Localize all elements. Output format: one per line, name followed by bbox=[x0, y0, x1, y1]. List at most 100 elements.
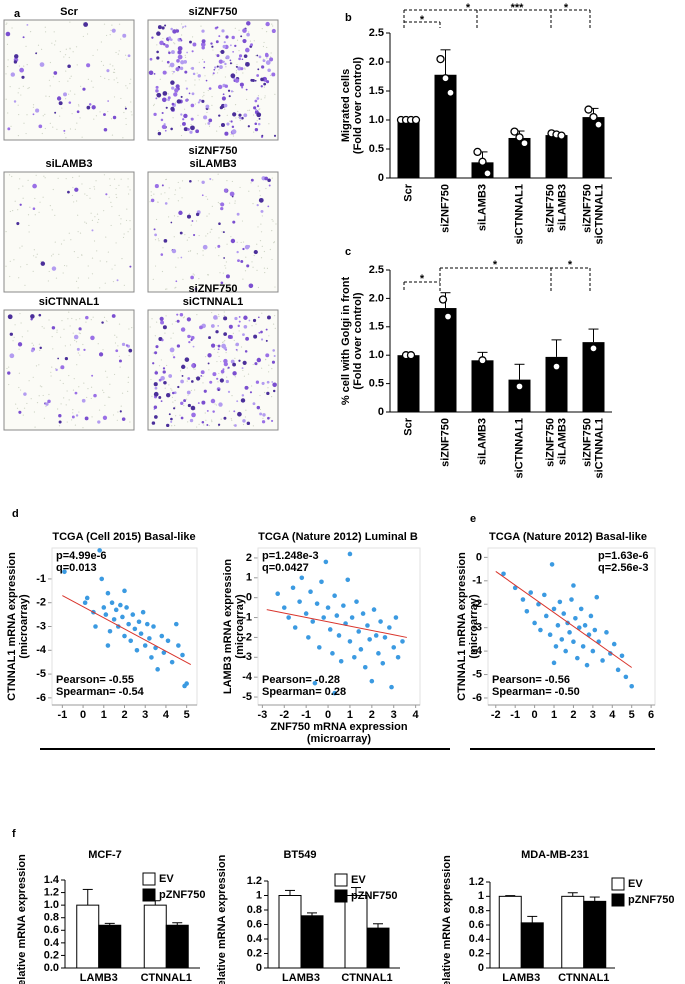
stained-cell bbox=[255, 108, 258, 112]
stained-cell bbox=[158, 396, 162, 399]
membrane-pore bbox=[272, 220, 274, 222]
membrane-pore bbox=[77, 277, 80, 279]
scatter-point bbox=[543, 613, 549, 619]
x-tick-label: 0 bbox=[532, 709, 538, 721]
bar bbox=[582, 342, 605, 412]
scatter-point bbox=[297, 599, 302, 604]
stained-cell bbox=[223, 257, 226, 259]
membrane-pore bbox=[75, 319, 77, 321]
y-tick-label: 0.6 bbox=[44, 924, 59, 936]
membrane-pore bbox=[127, 376, 129, 378]
membrane-pore bbox=[271, 218, 273, 221]
membrane-pore bbox=[226, 243, 228, 245]
y-tick-label: 0 bbox=[378, 406, 384, 418]
membrane-pore bbox=[108, 196, 110, 198]
y-tick-label: 0.2 bbox=[44, 949, 59, 961]
y-tick-label: 1 bbox=[246, 572, 252, 584]
membrane-pore bbox=[126, 208, 128, 210]
membrane-pore bbox=[170, 388, 172, 390]
statistics-label: Pearson= -0.56 bbox=[492, 674, 570, 686]
membrane-pore bbox=[127, 231, 129, 233]
stained-cell bbox=[237, 66, 242, 71]
membrane-pore bbox=[48, 95, 50, 98]
membrane-pore bbox=[232, 332, 234, 334]
stained-cell bbox=[161, 111, 164, 115]
stained-cell bbox=[238, 57, 241, 61]
stained-cell bbox=[81, 398, 86, 403]
membrane-pore bbox=[17, 209, 19, 211]
membrane-pore bbox=[29, 206, 31, 208]
membrane-pore bbox=[158, 240, 160, 242]
membrane-pore bbox=[261, 28, 263, 30]
membrane-pore bbox=[23, 407, 26, 409]
x-tick-label: LAMB3 bbox=[282, 972, 320, 984]
membrane-pore bbox=[205, 235, 207, 237]
scatter-point bbox=[99, 576, 105, 582]
stained-cell bbox=[170, 420, 173, 423]
stained-cell bbox=[148, 70, 154, 76]
bar bbox=[278, 895, 302, 969]
membrane-pore bbox=[202, 382, 204, 384]
stained-cell bbox=[32, 207, 36, 210]
stained-cell bbox=[88, 103, 92, 106]
membrane-pore bbox=[268, 335, 270, 337]
x-tick-label: siLAMB3 bbox=[476, 184, 488, 231]
membrane-pore bbox=[224, 108, 226, 110]
stained-cell bbox=[9, 353, 15, 359]
stained-cell bbox=[255, 380, 260, 384]
stained-cell bbox=[246, 32, 250, 37]
stained-cell bbox=[168, 36, 172, 40]
stained-cell bbox=[217, 244, 221, 248]
membrane-pore bbox=[240, 241, 242, 244]
stained-cell bbox=[248, 319, 251, 322]
stained-cell bbox=[191, 220, 194, 222]
membrane-pore bbox=[23, 122, 25, 124]
membrane-pore bbox=[86, 396, 88, 399]
membrane-pore bbox=[264, 97, 266, 99]
stained-cell bbox=[47, 399, 51, 404]
x-tick-label: 1 bbox=[551, 709, 557, 721]
membrane-pore bbox=[117, 345, 119, 347]
membrane-pore bbox=[68, 232, 70, 234]
membrane-pore bbox=[232, 135, 234, 137]
stained-cell bbox=[208, 87, 212, 90]
scatter-point bbox=[391, 645, 397, 650]
y-tick-label: -6 bbox=[472, 692, 482, 704]
membrane-pore bbox=[18, 87, 20, 89]
stained-cell bbox=[273, 134, 277, 137]
stained-cell bbox=[182, 118, 185, 121]
stained-cell bbox=[150, 198, 155, 203]
statistics-label: Spearman= -0.54 bbox=[56, 686, 145, 698]
membrane-pore bbox=[273, 241, 276, 243]
replicate-point bbox=[478, 356, 487, 365]
membrane-pore bbox=[162, 37, 164, 40]
membrane-pore bbox=[30, 398, 32, 400]
scatter-point bbox=[180, 652, 185, 658]
membrane-pore bbox=[190, 123, 192, 126]
membrane-pore bbox=[263, 267, 266, 269]
membrane-pore bbox=[104, 370, 107, 372]
membrane-pore bbox=[238, 49, 240, 52]
y-tick-label: 0.4 bbox=[44, 937, 60, 949]
stained-cell bbox=[155, 345, 159, 349]
membrane-pore bbox=[61, 320, 63, 322]
stained-cell bbox=[218, 59, 224, 64]
membrane-pore bbox=[130, 111, 132, 113]
scatter-point bbox=[155, 667, 160, 672]
membrane-pore bbox=[193, 368, 195, 370]
stained-cell bbox=[189, 40, 192, 44]
membrane-pore bbox=[194, 368, 196, 370]
stained-cell bbox=[45, 402, 49, 406]
y-tick-label: -2 bbox=[472, 598, 482, 610]
stained-cell bbox=[169, 62, 175, 68]
stained-cell bbox=[220, 281, 224, 285]
stained-cell bbox=[235, 348, 238, 351]
membrane-pore bbox=[154, 239, 157, 241]
membrane-pore bbox=[157, 129, 160, 132]
scatter-point bbox=[563, 648, 568, 654]
scatter-point bbox=[542, 592, 547, 598]
membrane-pore bbox=[22, 85, 24, 87]
membrane-pore bbox=[237, 116, 240, 118]
membrane-pore bbox=[81, 183, 83, 185]
significance-label: * bbox=[568, 259, 573, 271]
